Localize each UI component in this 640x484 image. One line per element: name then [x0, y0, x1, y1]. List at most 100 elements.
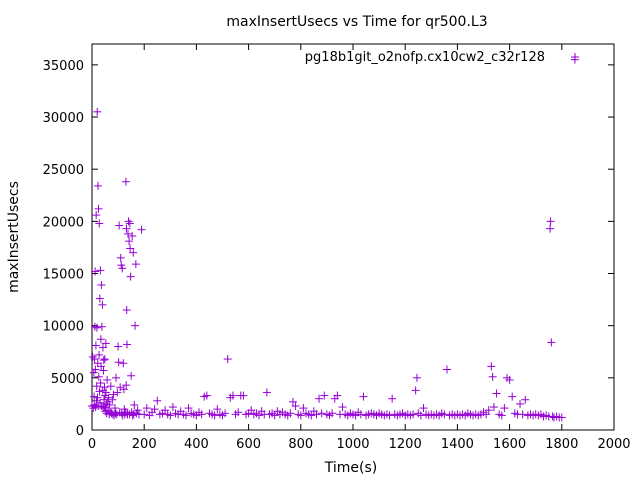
data-point [442, 365, 451, 374]
data-point [333, 391, 342, 400]
data-point [247, 406, 256, 415]
data-point [122, 306, 131, 315]
data-point [98, 343, 107, 352]
data-point [223, 355, 232, 364]
data-point [125, 237, 134, 246]
data-point [488, 372, 497, 381]
data-point [91, 365, 100, 374]
data-point [356, 410, 365, 419]
y-tick-label: 25000 [43, 163, 84, 178]
data-point [122, 224, 131, 233]
data-point [137, 225, 146, 234]
y-tick-label: 0 [76, 424, 84, 439]
data-point [116, 253, 125, 262]
data-point [291, 402, 300, 411]
data-point [546, 224, 555, 233]
y-tick-label: 30000 [43, 111, 84, 126]
data-point [288, 397, 297, 406]
data-point [161, 406, 170, 415]
data-point [419, 404, 428, 413]
data-point [92, 211, 101, 220]
data-point [521, 395, 530, 404]
data-point [296, 411, 305, 420]
data-point [112, 373, 121, 382]
x-tick-label: 400 [184, 437, 209, 452]
data-point [99, 366, 108, 375]
x-tick-label: 0 [88, 437, 96, 452]
x-axis-ticks: 0 200 400 600 800 1000 1200 1400 1600 1800 2000 [88, 44, 631, 452]
data-point [90, 322, 99, 331]
x-tick-label: 800 [288, 437, 313, 452]
data-point [93, 393, 102, 402]
y-tick-label: 15000 [43, 268, 84, 283]
data-point [95, 294, 104, 303]
data-point [90, 392, 99, 401]
data-point [124, 217, 133, 226]
data-point [317, 409, 326, 418]
data-point [228, 391, 237, 400]
data-point [122, 340, 131, 349]
data-point [102, 399, 111, 408]
data-point [95, 350, 104, 359]
data-point [96, 379, 105, 388]
data-point [315, 394, 324, 403]
data-point [122, 381, 131, 390]
data-point [388, 394, 397, 403]
data-point [100, 383, 109, 392]
data-point [97, 280, 106, 289]
data-point [239, 391, 248, 400]
data-point [131, 260, 140, 269]
data-point [202, 391, 211, 400]
data-point [140, 410, 149, 419]
data-point [92, 323, 101, 332]
data-point [262, 388, 271, 397]
y-tick-label: 35000 [43, 59, 84, 74]
data-point [103, 375, 112, 384]
data-point [150, 405, 159, 414]
data-point [97, 362, 106, 371]
data-point [91, 267, 100, 276]
data-point [328, 409, 337, 418]
data-point [385, 411, 394, 420]
data-point [181, 411, 190, 420]
data-point [557, 413, 566, 422]
data-point [484, 406, 493, 415]
data-point [114, 358, 123, 367]
data-point [115, 221, 124, 230]
data-point [98, 300, 107, 309]
x-tick-label: 1800 [545, 437, 578, 452]
data-point [127, 371, 136, 380]
data-point [320, 391, 329, 400]
x-tick-label: 1400 [441, 437, 474, 452]
data-point [118, 264, 127, 273]
data-point [126, 272, 135, 281]
data-point [113, 388, 122, 397]
data-point [546, 217, 555, 226]
data-point [114, 342, 123, 351]
y-axis-ticks: 0 5000 10000 15000 20000 25000 30000 35000 [43, 59, 614, 439]
data-point [197, 410, 206, 419]
data-point [516, 399, 525, 408]
data-point [359, 392, 368, 401]
data-point [90, 400, 99, 409]
data-point [213, 405, 222, 414]
data-point [116, 383, 125, 392]
data-point [412, 373, 421, 382]
data-point [270, 411, 279, 420]
data-point [307, 411, 316, 420]
data-point [299, 404, 308, 413]
y-tick-label: 5000 [51, 372, 84, 387]
data-point [97, 322, 106, 331]
data-point [124, 229, 133, 238]
data-point [108, 395, 117, 404]
data-points [88, 55, 579, 422]
data-point [131, 321, 140, 330]
data-point [102, 388, 111, 397]
plot-frame [91, 43, 615, 431]
data-point [166, 411, 175, 420]
data-point [105, 400, 114, 409]
data-point [440, 410, 449, 419]
data-point [93, 107, 102, 116]
